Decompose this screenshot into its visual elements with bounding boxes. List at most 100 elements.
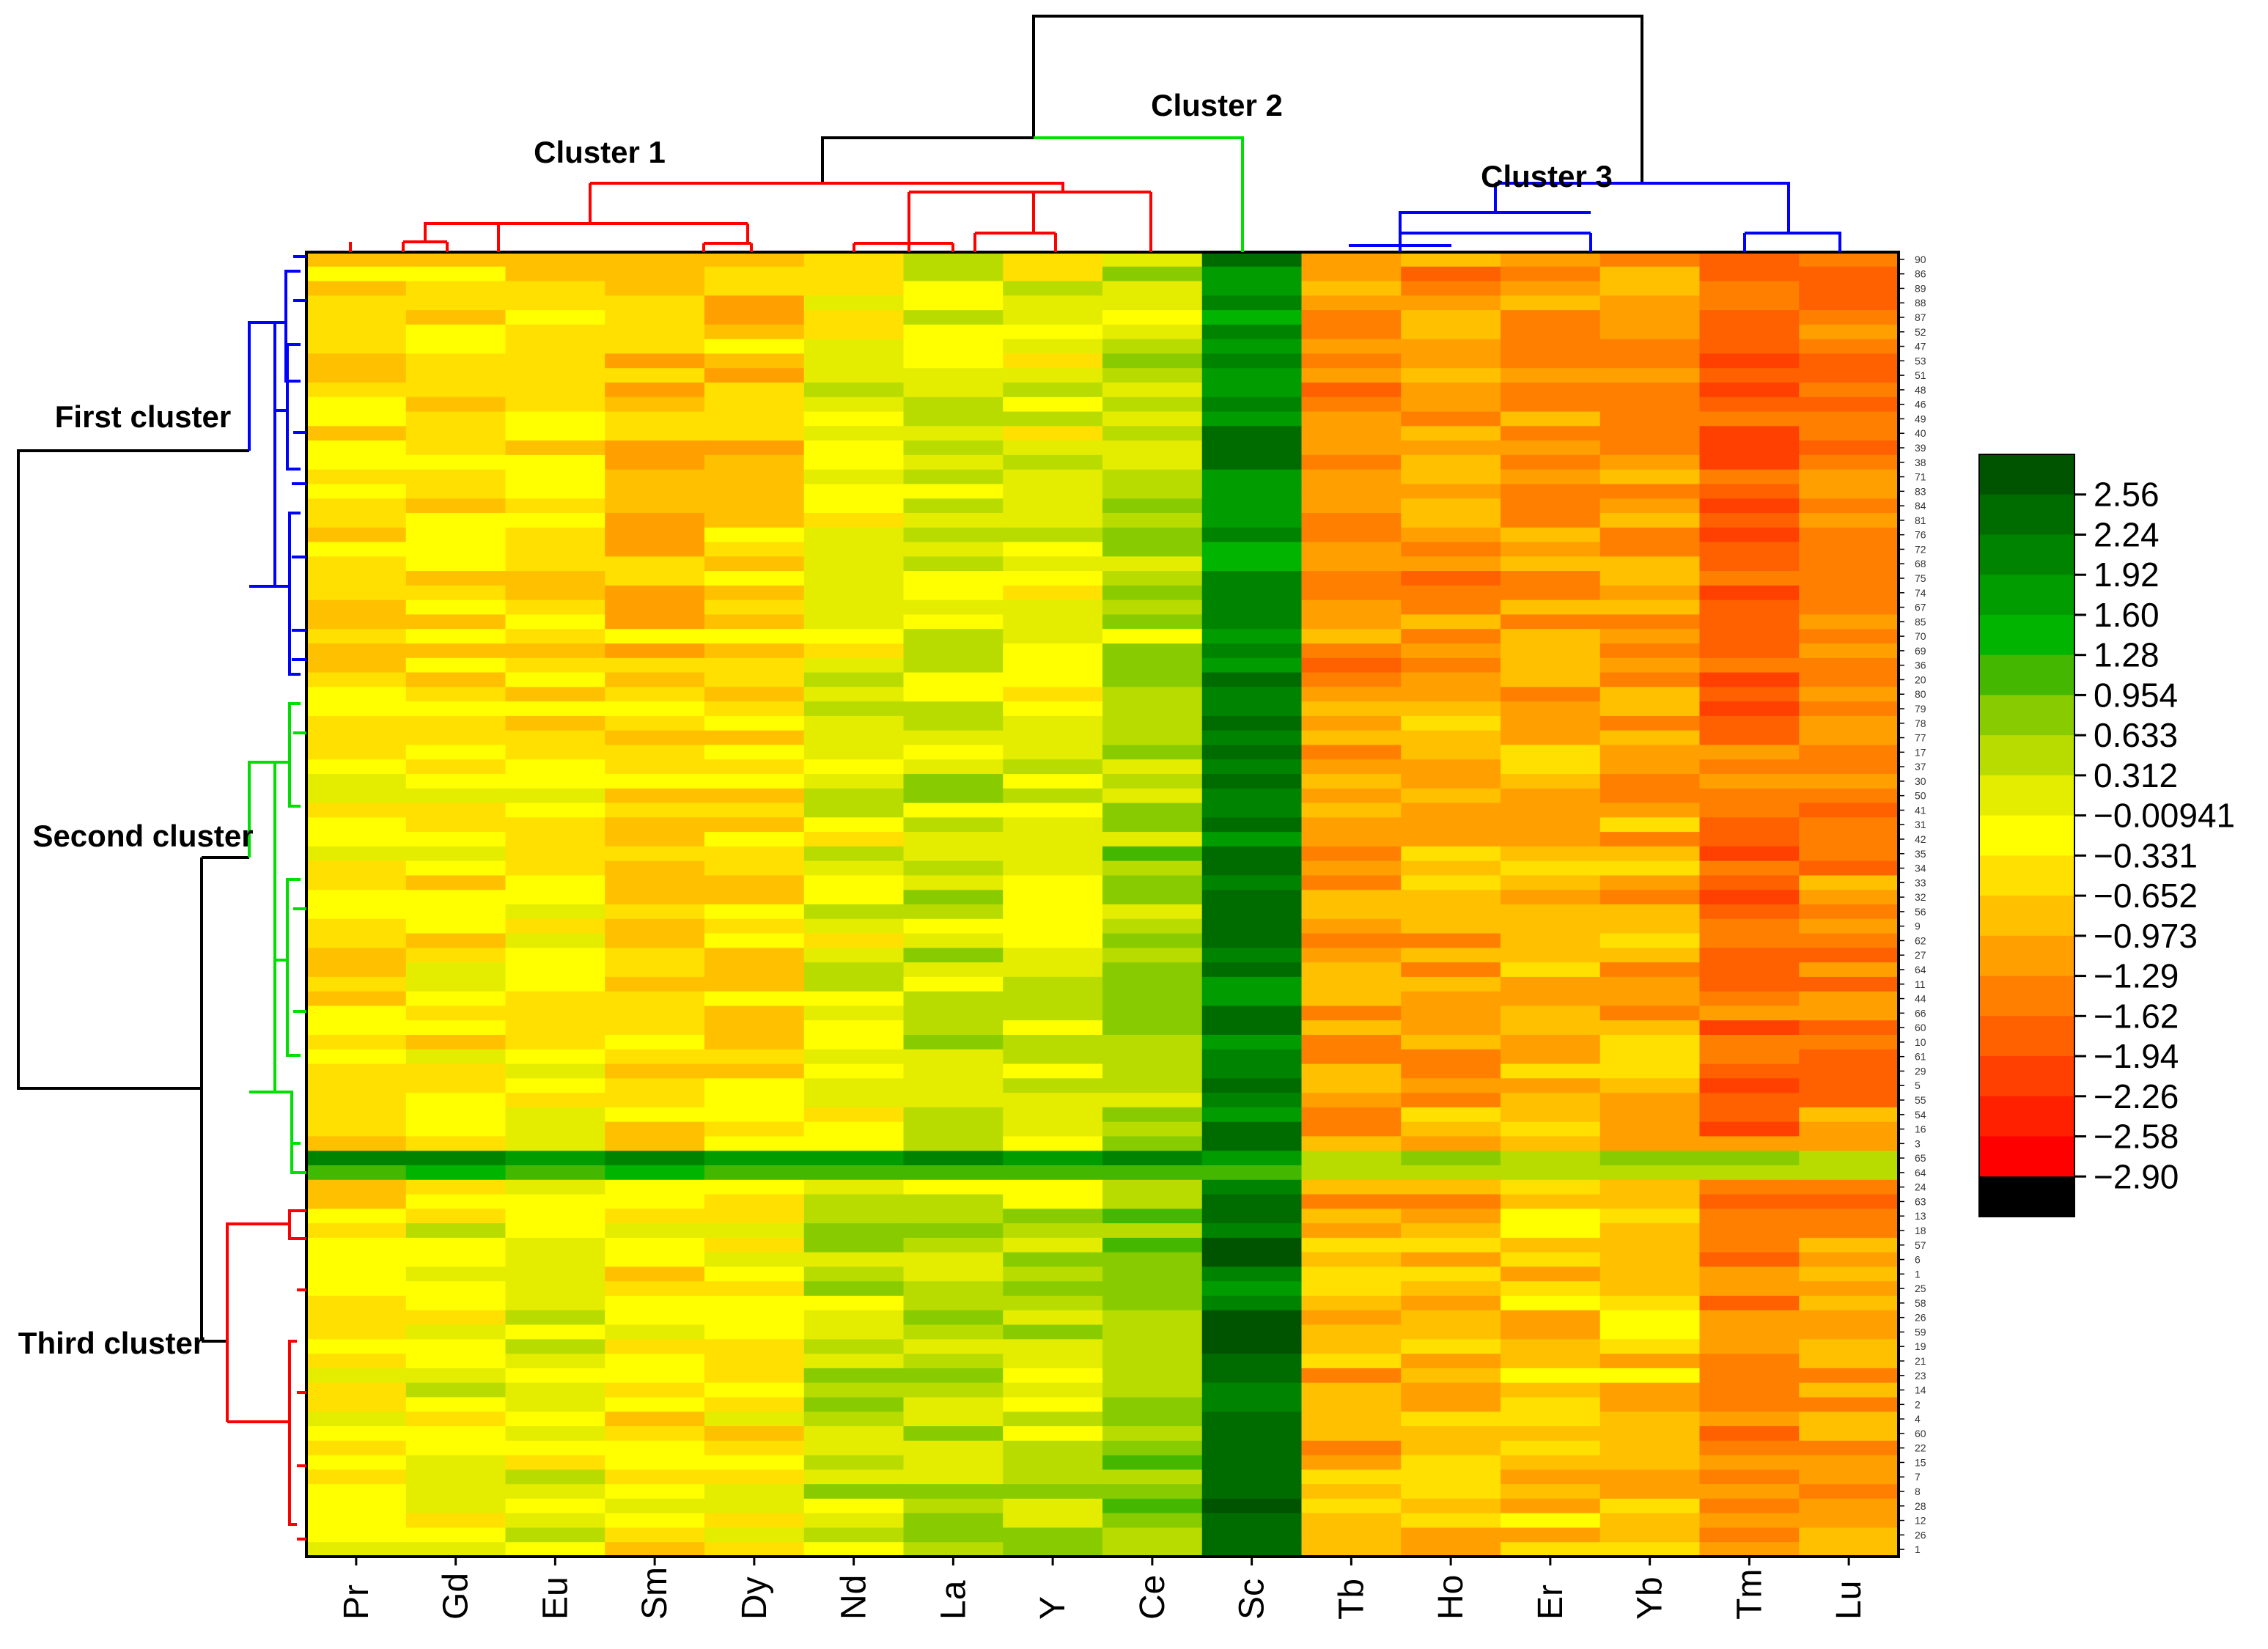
heatmap-cell — [306, 745, 407, 760]
heatmap-cell — [1699, 571, 1800, 586]
heatmap-cell — [1102, 1107, 1203, 1123]
heatmap-cell — [405, 730, 507, 746]
column-dendrogram-cluster1 — [349, 182, 1152, 252]
heatmap-cell — [1501, 991, 1601, 1007]
heatmap-cell — [1599, 1484, 1701, 1499]
heatmap-cell — [1003, 991, 1103, 1007]
heatmap-cell — [1401, 1281, 1501, 1296]
heatmap-cell — [1201, 1296, 1303, 1311]
heatmap-cell — [1501, 817, 1601, 833]
heatmap-cell — [704, 571, 805, 586]
heatmap-cell — [1301, 1151, 1402, 1166]
heatmap-cell — [1301, 440, 1402, 456]
heatmap-cell — [903, 1455, 1004, 1470]
heatmap-cell — [1201, 1136, 1303, 1151]
heatmap-cell — [704, 1397, 805, 1412]
heatmap-cell — [505, 527, 605, 543]
legend-swatch — [1979, 975, 2074, 1017]
heatmap-cell — [1599, 672, 1701, 687]
heatmap-cell — [1599, 904, 1701, 920]
row-label: 13 — [1915, 1210, 1926, 1222]
heatmap-cell — [803, 324, 905, 340]
heatmap-cell — [1201, 383, 1303, 398]
heatmap-cell — [505, 498, 605, 514]
heatmap-cell — [903, 759, 1004, 775]
heatmap-cell — [1599, 484, 1701, 499]
heatmap-cell — [405, 948, 507, 963]
heatmap-cell — [1003, 1542, 1103, 1557]
heatmap-cell — [505, 962, 605, 978]
heatmap-cell — [1599, 1194, 1701, 1209]
heatmap-cell — [704, 1020, 805, 1036]
heatmap-cell — [405, 832, 507, 847]
column-label-tb: Tb — [1332, 1579, 1371, 1620]
heatmap-cell — [1401, 585, 1501, 601]
heatmap-cell — [1699, 281, 1800, 296]
heatmap-cell — [1301, 1426, 1402, 1442]
heatmap-cell — [1799, 1165, 1899, 1181]
heatmap-cell — [306, 1324, 407, 1340]
heatmap-cell — [1599, 629, 1701, 644]
heatmap-cell — [704, 454, 805, 471]
heatmap-cell — [1003, 832, 1103, 847]
heatmap-cell — [704, 1368, 805, 1384]
heatmap-cell — [1501, 1455, 1601, 1470]
heatmap-cell — [1401, 440, 1501, 456]
heatmap-cell — [903, 295, 1004, 311]
heatmap-cell — [704, 411, 805, 427]
heatmap-cell — [1102, 715, 1203, 731]
heatmap-cell — [1102, 803, 1203, 818]
heatmap-cell — [306, 962, 407, 978]
heatmap-cell — [1501, 904, 1601, 920]
heatmap-cell — [1301, 252, 1402, 268]
heatmap-cell — [1102, 1035, 1203, 1050]
heatmap-cell — [903, 1049, 1004, 1065]
heatmap-cell — [1599, 1440, 1701, 1456]
heatmap-cell — [1699, 1266, 1800, 1282]
heatmap-cell — [306, 1078, 407, 1093]
column-cluster1-label: Cluster 1 — [534, 135, 666, 169]
heatmap-cell — [1301, 1063, 1402, 1079]
row-label: 59 — [1915, 1326, 1926, 1338]
heatmap-cell — [1599, 1527, 1701, 1543]
heatmap-cell — [505, 715, 605, 731]
heatmap-cell — [306, 1455, 407, 1470]
heatmap-cell — [1699, 1063, 1800, 1079]
heatmap-cell — [803, 571, 905, 586]
row-label: 87 — [1915, 311, 1926, 323]
heatmap-cell — [1501, 266, 1601, 282]
heatmap-cell — [306, 1469, 407, 1485]
heatmap-cell — [605, 266, 705, 282]
heatmap-cell — [1301, 1484, 1402, 1499]
heatmap-cell — [1699, 1354, 1800, 1369]
heatmap-cell — [1699, 1093, 1800, 1108]
heatmap-cell — [1401, 715, 1501, 731]
heatmap-cell — [505, 1020, 605, 1036]
legend-swatch — [1979, 735, 2074, 776]
heatmap-cell — [1003, 1063, 1103, 1079]
heatmap-cell — [1501, 643, 1601, 659]
row-label: 46 — [1915, 399, 1926, 410]
heatmap-cell — [1501, 1078, 1601, 1093]
heatmap-cell — [704, 353, 805, 369]
heatmap-cell — [704, 657, 805, 674]
heatmap-cell — [704, 1165, 805, 1181]
row-label: 38 — [1915, 457, 1926, 468]
heatmap-cell — [1003, 1527, 1103, 1543]
heatmap-cell — [1401, 396, 1501, 413]
heatmap-cell — [1003, 353, 1103, 369]
heatmap-cell — [605, 1281, 705, 1296]
heatmap-cell — [1102, 498, 1203, 514]
heatmap-cell — [1599, 860, 1701, 877]
heatmap-cell — [1599, 759, 1701, 775]
heatmap-cell — [605, 701, 705, 717]
heatmap-cell — [1003, 701, 1103, 717]
heatmap-cell — [405, 890, 507, 905]
heatmap-cell — [505, 745, 605, 760]
heatmap-cell — [1301, 527, 1402, 543]
heatmap-cell — [1201, 1440, 1303, 1456]
heatmap-cell — [803, 904, 905, 920]
heatmap-cell — [1501, 484, 1601, 499]
heatmap-cell — [1501, 498, 1601, 514]
heatmap-cell — [605, 687, 705, 702]
